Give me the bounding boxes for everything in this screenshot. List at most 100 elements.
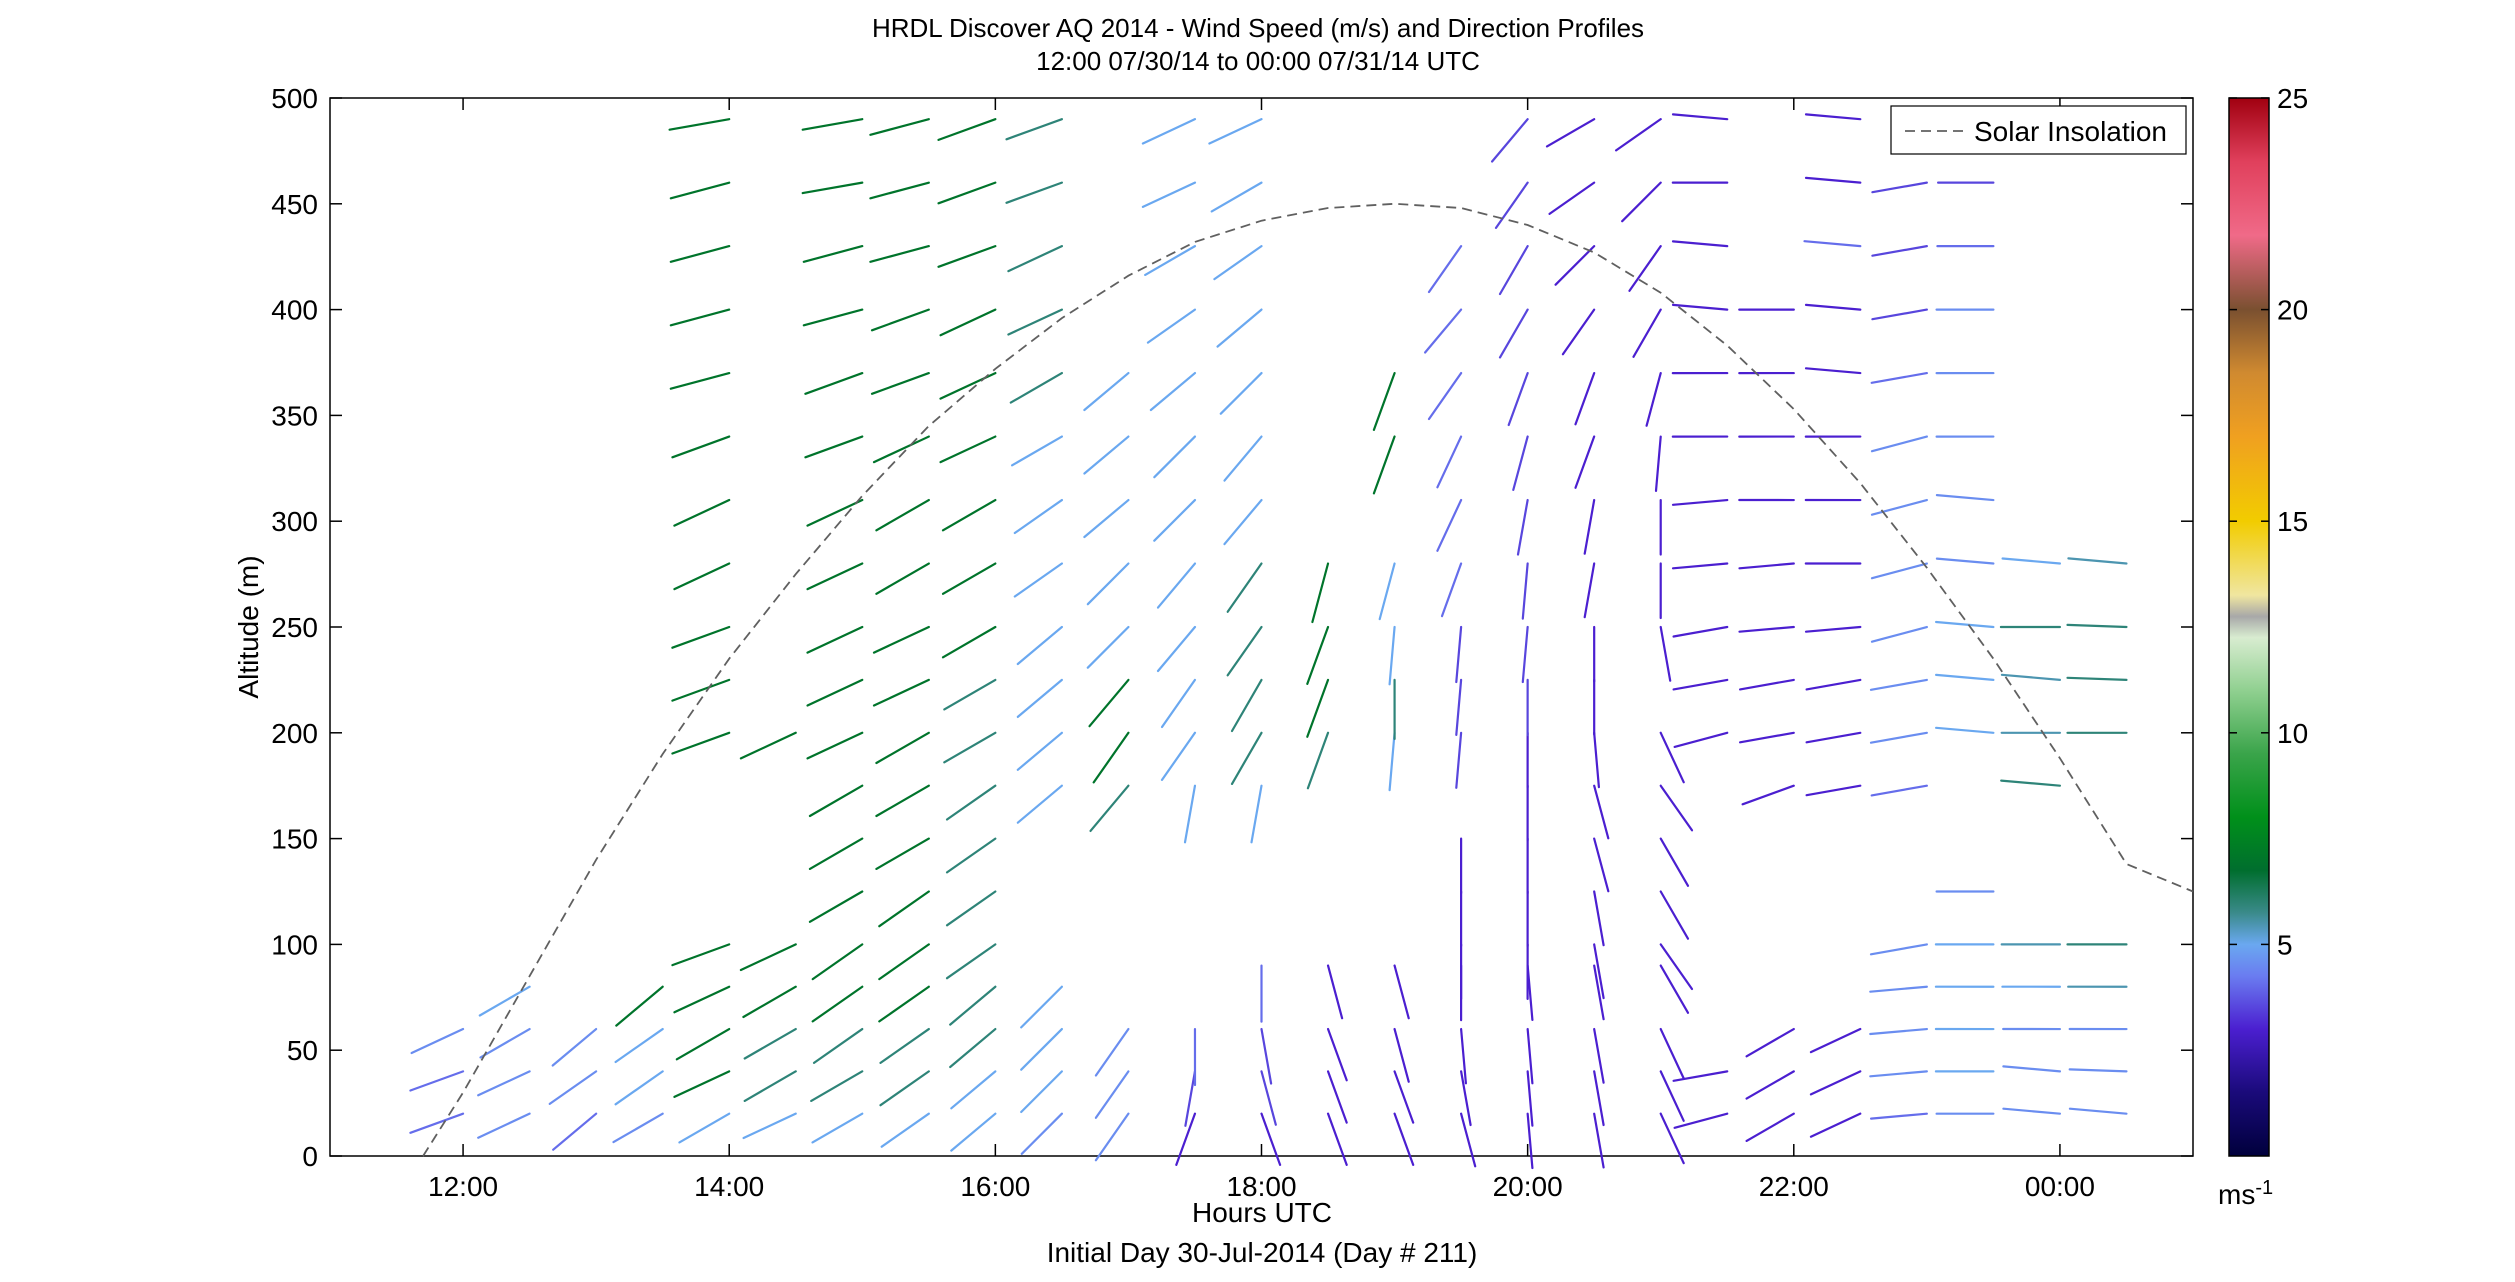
wind-vector [1007,245,1063,273]
wind-vector [1659,731,1685,784]
wind-vector [1561,308,1596,356]
wind-vector [802,245,864,263]
wind-vector [1805,731,1862,744]
wind-vector [1326,1070,1348,1124]
wind-vector [612,1112,664,1144]
chart-title: HRDL Discover AQ 2014 - Wind Speed (m/s)… [872,13,1644,43]
wind-vector [941,625,997,659]
y-tick-label: 400 [271,295,318,326]
wind-vector [1208,118,1263,145]
y-tick-label: 450 [271,189,318,220]
legend-label-solar-insolation: Solar Insolation [1974,116,2167,147]
wind-vector [806,625,864,654]
wind-vector [671,678,731,702]
wind-vector [1869,1112,1928,1120]
wind-vector [1809,1027,1862,1054]
wind-vector [1871,245,1928,257]
wind-vector [1870,784,1928,797]
wind-vector [2000,673,2062,682]
wind-vector [1423,308,1463,354]
wind-vector [742,1112,797,1140]
wind-vector [872,678,930,707]
wind-vector [1460,1112,1477,1168]
x-tick-label: 18:00 [1226,1171,1296,1202]
wind-vector [1219,371,1263,415]
wind-vector [1659,784,1694,832]
wind-vector [945,837,997,874]
wind-vector [1156,562,1197,609]
wind-vector [945,784,997,821]
wind-vector [1738,625,1795,633]
wind-vector [1149,371,1197,412]
wind-vector [1809,1112,1862,1138]
wind-vector [810,1070,864,1103]
wind-vector [1869,678,1928,691]
wind-vector [1230,678,1263,733]
wind-vector [739,731,797,760]
wind-vector [1141,181,1197,208]
wind-vector [1869,1027,1928,1036]
wind-vector [1306,625,1330,686]
wind-vector [1490,118,1529,163]
wind-vector [1526,1112,1534,1170]
wind-vector [1673,1112,1729,1129]
wind-vector [742,985,797,1019]
wind-vector [1659,943,1694,991]
wind-vector [2067,557,2128,565]
wind-vector [1223,498,1263,546]
wind-vector [801,181,864,195]
wind-vector [1659,837,1690,887]
wind-vector [1593,1027,1605,1084]
wind-vector [1009,371,1063,404]
wind-vector [1372,371,1396,431]
wind-vector [675,1027,731,1061]
wind-vector [1574,435,1596,489]
wind-vector [1216,308,1263,348]
wind-vector [552,1112,598,1151]
wind-vector [2066,623,2128,629]
legend: Solar Insolation [1890,105,2187,155]
wind-vector [2068,1107,2128,1115]
wind-vector [2066,676,2128,682]
wind-vector [1260,1027,1273,1085]
wind-vector [1671,498,1729,506]
wind-vector [673,985,731,1014]
wind-vector [1436,435,1463,489]
wind-vector [1745,1112,1795,1143]
wind-vectors [409,113,2128,1170]
wind-vector [1512,435,1529,491]
wind-vector [1388,625,1396,686]
colorbar-unit: ms-1 [2218,1177,2273,1210]
wind-vector [1804,113,1862,121]
wind-vector [1311,562,1330,624]
wind-vector [875,731,930,765]
wind-vector [1870,435,1928,453]
wind-vector [1153,498,1197,542]
wind-vector [1326,964,1344,1020]
wind-vector [2002,1065,2062,1073]
x-tick-label: 22:00 [1759,1171,1829,1202]
wind-vector [477,1070,531,1097]
wind-vector [1804,303,1862,311]
wind-vector [1869,1070,1928,1078]
wind-vector [673,498,731,527]
wind-vector [1020,1112,1063,1155]
wind-vector [872,625,930,654]
wind-vector [875,498,930,532]
wind-vector [1593,1070,1605,1127]
wind-vector [678,1112,731,1144]
y-tick-label: 50 [287,1035,318,1066]
wind-vector [811,985,864,1023]
wind-vector [409,1112,465,1134]
wind-vector [1020,1070,1063,1114]
wind-vector [869,181,930,200]
wind-vector [1804,176,1862,184]
wind-vector [1094,1112,1130,1162]
wind-vector [2001,557,2062,565]
wind-vector [1013,498,1063,535]
wind-vector [1614,118,1662,152]
wind-vector [1460,1027,1468,1085]
wind-vector [1455,625,1463,684]
wind-vector [1083,498,1130,539]
wind-vector [943,678,997,711]
